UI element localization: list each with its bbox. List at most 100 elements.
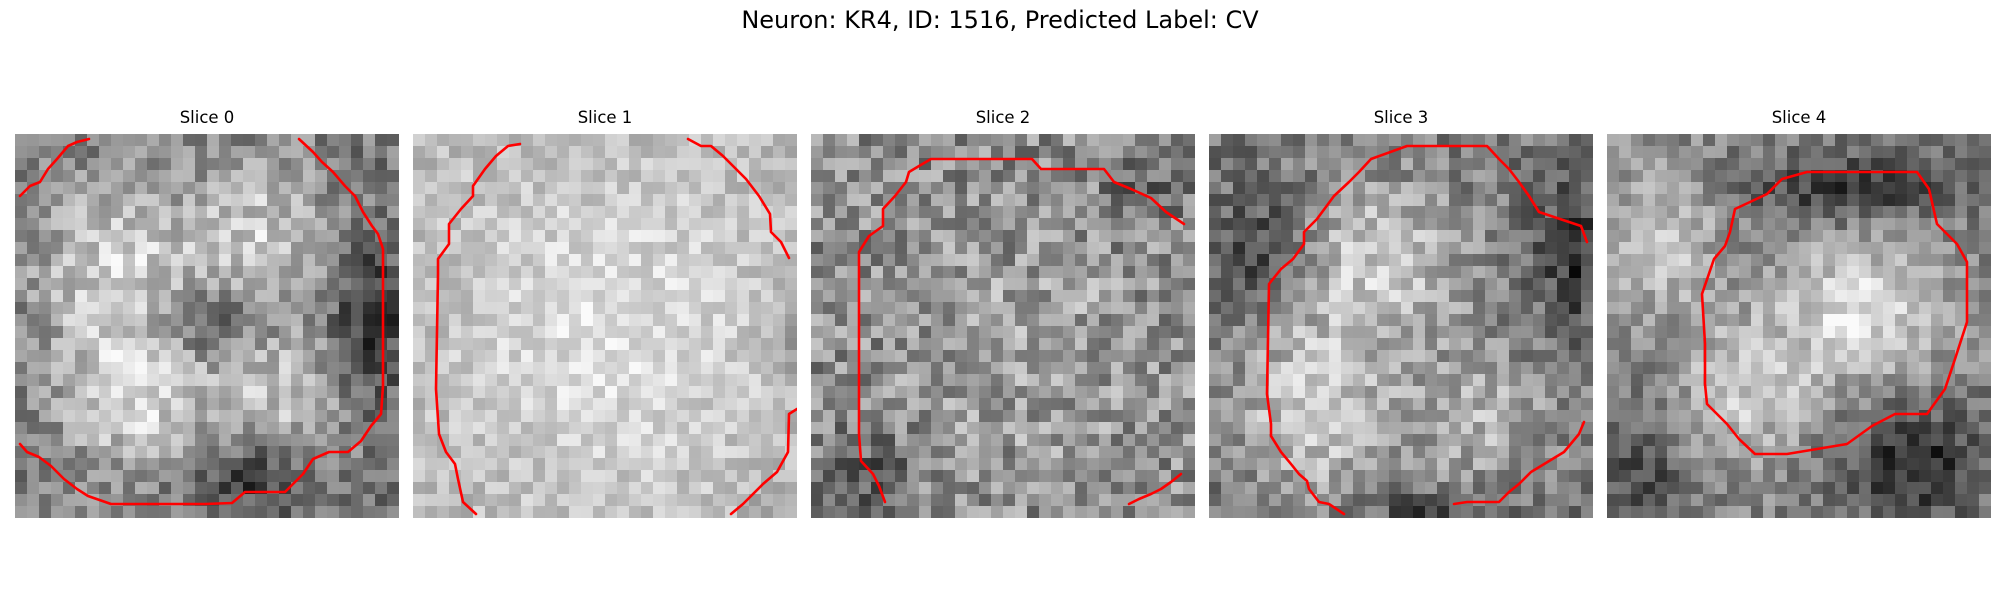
- pixel: [485, 338, 497, 350]
- pixel: [847, 218, 859, 230]
- pixel: [1859, 410, 1871, 422]
- pixel: [1257, 458, 1269, 470]
- pixel: [219, 218, 231, 230]
- pixel: [689, 410, 701, 422]
- pixel: [521, 290, 533, 302]
- pixel: [1305, 422, 1317, 434]
- pixel: [593, 410, 605, 422]
- pixel: [1365, 206, 1377, 218]
- pixel: [195, 266, 207, 278]
- pixel: [871, 134, 883, 146]
- pixel: [1847, 386, 1859, 398]
- pixel: [931, 458, 943, 470]
- pixel: [375, 422, 387, 434]
- pixel: [327, 410, 339, 422]
- pixel: [1329, 374, 1341, 386]
- pixel: [1123, 422, 1135, 434]
- pixel: [27, 422, 39, 434]
- pixel: [1209, 182, 1221, 194]
- pixel: [51, 350, 63, 362]
- pixel: [1799, 158, 1811, 170]
- pixel: [327, 386, 339, 398]
- pixel: [327, 134, 339, 146]
- pixel: [1667, 194, 1679, 206]
- pixel: [557, 422, 569, 434]
- pixel: [195, 230, 207, 242]
- pixel: [955, 506, 967, 518]
- pixel: [159, 206, 171, 218]
- pixel: [279, 422, 291, 434]
- pixel: [1557, 194, 1569, 206]
- pixel: [629, 398, 641, 410]
- pixel: [1293, 446, 1305, 458]
- pixel: [1269, 290, 1281, 302]
- pixel: [1159, 470, 1171, 482]
- pixel: [1859, 350, 1871, 362]
- pixel: [63, 170, 75, 182]
- pixel: [1075, 170, 1087, 182]
- pixel: [1209, 134, 1221, 146]
- pixel: [1509, 158, 1521, 170]
- pixel: [943, 194, 955, 206]
- pixel: [1643, 206, 1655, 218]
- pixel: [773, 206, 785, 218]
- pixel: [437, 482, 449, 494]
- pixel: [1655, 398, 1667, 410]
- pixel: [1497, 182, 1509, 194]
- pixel: [617, 194, 629, 206]
- pixel: [785, 182, 797, 194]
- pixel: [617, 146, 629, 158]
- pixel: [1835, 386, 1847, 398]
- pixel: [1233, 326, 1245, 338]
- pixel: [1015, 446, 1027, 458]
- pixel: [1473, 494, 1485, 506]
- pixel: [473, 386, 485, 398]
- pixel: [665, 374, 677, 386]
- pixel: [497, 374, 509, 386]
- pixel: [1341, 422, 1353, 434]
- pixel: [1437, 278, 1449, 290]
- pixel: [351, 302, 363, 314]
- pixel: [351, 386, 363, 398]
- pixel: [267, 242, 279, 254]
- pixel: [1075, 422, 1087, 434]
- pixel: [1751, 266, 1763, 278]
- pixel: [907, 422, 919, 434]
- pixel: [569, 182, 581, 194]
- pixel: [847, 134, 859, 146]
- pixel: [1123, 194, 1135, 206]
- pixel: [1763, 206, 1775, 218]
- pixel: [27, 254, 39, 266]
- pixel: [883, 146, 895, 158]
- pixel: [1931, 350, 1943, 362]
- pixel: [847, 314, 859, 326]
- pixel: [1581, 206, 1593, 218]
- pixel: [1763, 422, 1775, 434]
- pixel: [581, 230, 593, 242]
- pixel: [425, 194, 437, 206]
- pixel: [1715, 398, 1727, 410]
- pixel: [761, 266, 773, 278]
- pixel: [1111, 230, 1123, 242]
- pixel: [1473, 362, 1485, 374]
- pixel: [1449, 278, 1461, 290]
- pixel: [593, 242, 605, 254]
- pixel: [207, 182, 219, 194]
- pixel: [1147, 242, 1159, 254]
- pixel: [1063, 338, 1075, 350]
- pixel: [1955, 302, 1967, 314]
- pixel: [1293, 314, 1305, 326]
- pixel: [545, 470, 557, 482]
- pixel: [413, 386, 425, 398]
- pixel: [207, 158, 219, 170]
- pixel: [1449, 230, 1461, 242]
- pixel: [1437, 326, 1449, 338]
- pixel: [955, 494, 967, 506]
- pixel: [195, 350, 207, 362]
- pixel: [1787, 410, 1799, 422]
- pixel: [291, 470, 303, 482]
- pixel: [1425, 194, 1437, 206]
- pixel: [1449, 446, 1461, 458]
- pixel: [497, 398, 509, 410]
- pixel: [773, 434, 785, 446]
